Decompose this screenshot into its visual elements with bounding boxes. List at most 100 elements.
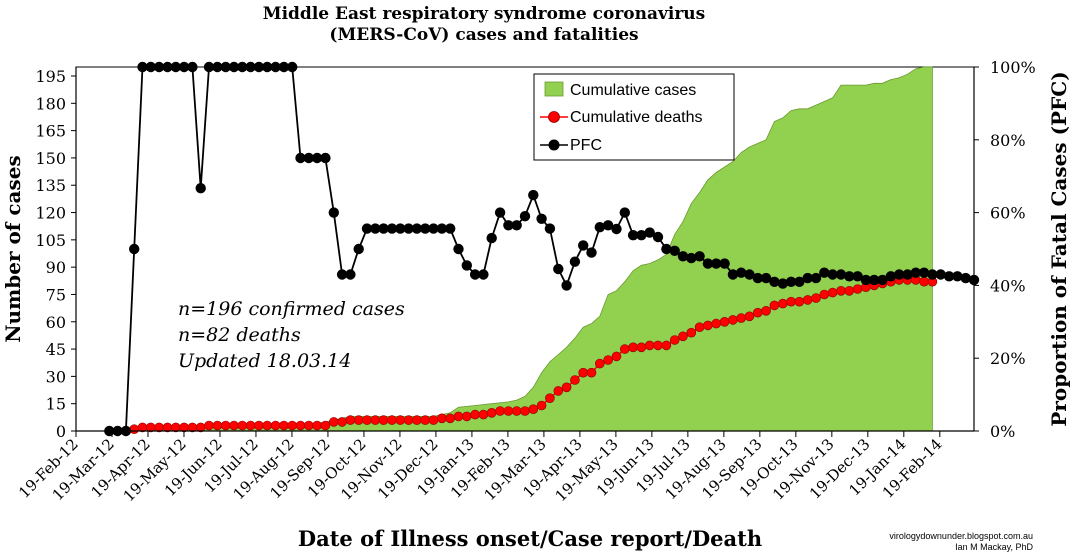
pfc-point [428,223,439,234]
pfc-point [220,61,231,73]
pfc-point [436,223,448,234]
pfc-point [569,256,581,267]
y2-axis-label: Proportion of Fatal Cases (PFC) [1047,71,1071,426]
y-tick-label: 105 [35,231,66,250]
legend-label-deaths: Cumulative deaths [570,109,703,126]
pfc-point [910,267,921,278]
pfc-point [636,230,647,241]
pfc-point [478,269,489,280]
legend-swatch-cases [544,81,564,97]
credit-author: Ian M Mackay, PhD [955,542,1033,552]
pfc-point [760,272,772,284]
pfc-point [935,269,946,280]
pfc-point [586,247,597,258]
pfc-point [253,61,265,73]
pfc-point [287,61,298,73]
pfc-point [328,207,339,218]
deaths-point [844,285,855,296]
legend: Cumulative cases Cumulative deaths PFC [533,73,735,161]
deaths-point [711,318,722,329]
pfc-point [370,223,381,234]
y-tick-label: 15 [46,395,66,414]
pfc-point [386,223,398,234]
pfc-point [245,61,256,73]
pfc-point [553,263,564,275]
deaths-point [437,413,447,424]
deaths-point [486,407,497,418]
deaths-point [312,420,322,431]
pfc-point [411,223,423,234]
pfc-point [162,61,173,73]
annotation-updated: Updated 18.03.14 [178,350,351,372]
deaths-point [337,417,347,427]
deaths-point [570,375,580,385]
deaths-point [378,415,389,425]
pfc-point [486,232,497,244]
y2-tick-label: 20% [990,349,1026,368]
legend-label-cases: Cumulative cases [570,82,696,99]
deaths-point [661,340,672,351]
deaths-point [603,355,613,365]
pfc-point [212,61,223,73]
y-tick-label: 135 [35,176,66,195]
deaths-point [719,316,730,327]
deaths-point [403,415,414,425]
pfc-point [187,61,198,73]
pfc-point [320,152,331,164]
pfc-point [852,271,863,282]
y-axis-label: Number of cases [1,155,25,342]
deaths-point [303,420,314,431]
pfc-point [578,240,589,251]
deaths-point [320,420,331,431]
pfc-point [902,269,913,280]
pfc-point [511,220,522,231]
pfc-point [378,223,389,234]
pfc-point [802,272,813,284]
annotation-cases: n=196 confirmed cases [178,298,405,320]
deaths-point [811,293,821,303]
pfc-point [877,274,888,286]
pfc-point [544,223,556,234]
deaths-point [786,296,796,307]
deaths-point [852,284,863,294]
deaths-point [229,420,239,431]
deaths-point [387,415,397,425]
deaths-point [919,276,929,287]
deaths-point [262,420,273,431]
y-tick-label: 45 [46,340,66,359]
y-tick-label: 75 [46,285,66,304]
deaths-point [586,367,597,378]
pfc-point [711,258,722,269]
pfc-point [794,276,805,287]
pfc-point [228,61,240,73]
deaths-point [254,420,264,431]
deaths-point [644,340,655,351]
deaths-point [511,406,522,416]
pfc-point [810,272,822,284]
deaths-point [328,417,339,427]
pfc-point [503,220,514,231]
deaths-point [578,367,589,378]
pfc-point [469,269,481,280]
deaths-point [752,307,763,318]
deaths-point [237,420,248,431]
pfc-point [445,223,456,234]
pfc-point [736,267,747,278]
pfc-point [461,260,472,271]
pfc-point [561,280,572,291]
pfc-point [777,278,788,289]
pfc-point [303,152,314,164]
pfc-point [686,252,697,264]
pfc-point [519,211,531,222]
deaths-point [836,285,846,296]
deaths-point [395,415,406,425]
y-tick-label: 195 [35,67,66,86]
deaths-point [545,393,555,404]
y-tick-label: 150 [35,149,66,168]
chart-title: Middle East respiratory syndrome coronav… [263,4,705,24]
pfc-point [918,267,930,278]
deaths-point [819,289,830,300]
deaths-point [461,411,472,422]
pfc-point [262,61,273,73]
